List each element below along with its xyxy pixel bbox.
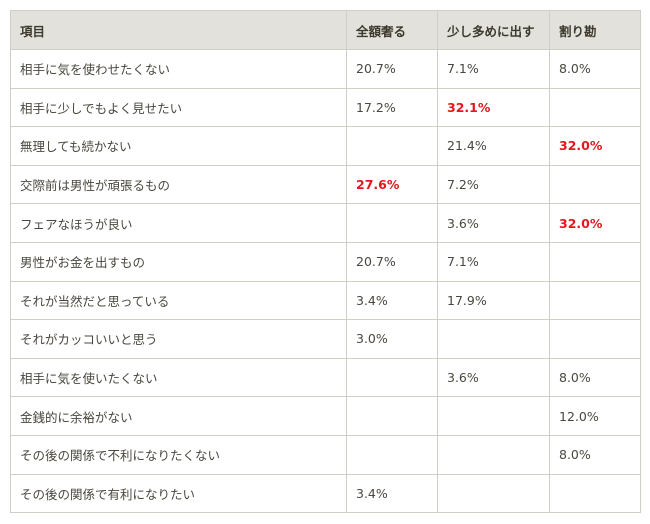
row-item-label: 男性がお金を出すもの xyxy=(10,241,347,282)
pay-more-cell: 7.2% xyxy=(437,164,550,205)
table-row: フェアなほうが良い 3.6% 32.0% xyxy=(10,203,641,243)
pay-all-cell: 3.4% xyxy=(346,280,438,321)
pay-all-cell: 17.2% xyxy=(346,87,438,128)
pay-all-cell: 27.6% xyxy=(346,164,438,205)
split-cell: 8.0% xyxy=(549,434,641,475)
header-pay-more: 少し多めに出す xyxy=(437,10,550,50)
row-item-label: 金銭的に余裕がない xyxy=(10,396,347,436)
table-row: その後の関係で不利になりたくない 8.0% xyxy=(10,434,641,475)
pay-more-cell: 7.1% xyxy=(437,49,550,89)
table-row: 男性がお金を出すもの 20.7% 7.1% xyxy=(10,241,641,282)
split-cell xyxy=(549,473,641,514)
table-row: 金銭的に余裕がない 12.0% xyxy=(10,396,641,436)
table-row: 相手に気を使わせたくない 20.7% 7.1% 8.0% xyxy=(10,49,641,89)
split-cell: 8.0% xyxy=(549,49,641,89)
split-cell xyxy=(549,241,641,282)
pay-all-cell xyxy=(346,203,438,243)
split-cell: 32.0% xyxy=(549,203,641,243)
header-pay-all: 全額奢る xyxy=(346,10,438,50)
pay-more-cell: 7.1% xyxy=(437,241,550,282)
row-item-label: その後の関係で不利になりたくない xyxy=(10,434,347,475)
row-item-label: 交際前は男性が頑張るもの xyxy=(10,164,347,205)
pay-all-cell xyxy=(346,396,438,436)
table-row: 無理しても続かない 21.4% 32.0% xyxy=(10,126,641,166)
table-header-row: 項目 全額奢る 少し多めに出す 割り勘 xyxy=(10,10,641,50)
pay-more-cell xyxy=(437,434,550,475)
pay-more-cell: 21.4% xyxy=(437,126,550,166)
pay-all-cell: 20.7% xyxy=(346,241,438,282)
row-item-label: フェアなほうが良い xyxy=(10,203,347,243)
pay-more-cell xyxy=(437,473,550,514)
row-item-label: 相手に気を使わせたくない xyxy=(10,49,347,89)
pay-more-cell xyxy=(437,319,550,359)
table-row: それが当然だと思っている 3.4% 17.9% xyxy=(10,280,641,321)
row-item-label: それが当然だと思っている xyxy=(10,280,347,321)
row-item-label: それがカッコいいと思う xyxy=(10,319,347,359)
pay-more-cell xyxy=(437,396,550,436)
pay-more-cell: 17.9% xyxy=(437,280,550,321)
table-row: 相手に少しでもよく見せたい 17.2% 32.1% xyxy=(10,87,641,128)
split-cell xyxy=(549,280,641,321)
pay-all-cell xyxy=(346,434,438,475)
table-row: 相手に気を使いたくない 3.6% 8.0% xyxy=(10,357,641,398)
pay-all-cell: 3.0% xyxy=(346,319,438,359)
split-cell: 32.0% xyxy=(549,126,641,166)
survey-table: 項目 全額奢る 少し多めに出す 割り勘 相手に気を使わせたくない 20.7% 7.1… xyxy=(10,10,641,514)
row-item-label: その後の関係で有利になりたい xyxy=(10,473,347,514)
table-row: それがカッコいいと思う 3.0% xyxy=(10,319,641,359)
pay-all-cell: 3.4% xyxy=(346,473,438,514)
pay-more-cell: 3.6% xyxy=(437,357,550,398)
split-cell xyxy=(549,87,641,128)
pay-more-cell: 3.6% xyxy=(437,203,550,243)
row-item-label: 相手に少しでもよく見せたい xyxy=(10,87,347,128)
header-item: 項目 xyxy=(10,10,347,50)
row-item-label: 相手に気を使いたくない xyxy=(10,357,347,398)
pay-all-cell xyxy=(346,126,438,166)
row-item-label: 無理しても続かない xyxy=(10,126,347,166)
split-cell xyxy=(549,319,641,359)
split-cell xyxy=(549,164,641,205)
pay-all-cell xyxy=(346,357,438,398)
pay-more-cell: 32.1% xyxy=(437,87,550,128)
pay-all-cell: 20.7% xyxy=(346,49,438,89)
split-cell: 12.0% xyxy=(549,396,641,436)
table-row: 交際前は男性が頑張るもの 27.6% 7.2% xyxy=(10,164,641,205)
split-cell: 8.0% xyxy=(549,357,641,398)
header-split: 割り勘 xyxy=(549,10,641,50)
table-row: その後の関係で有利になりたい 3.4% xyxy=(10,473,641,514)
